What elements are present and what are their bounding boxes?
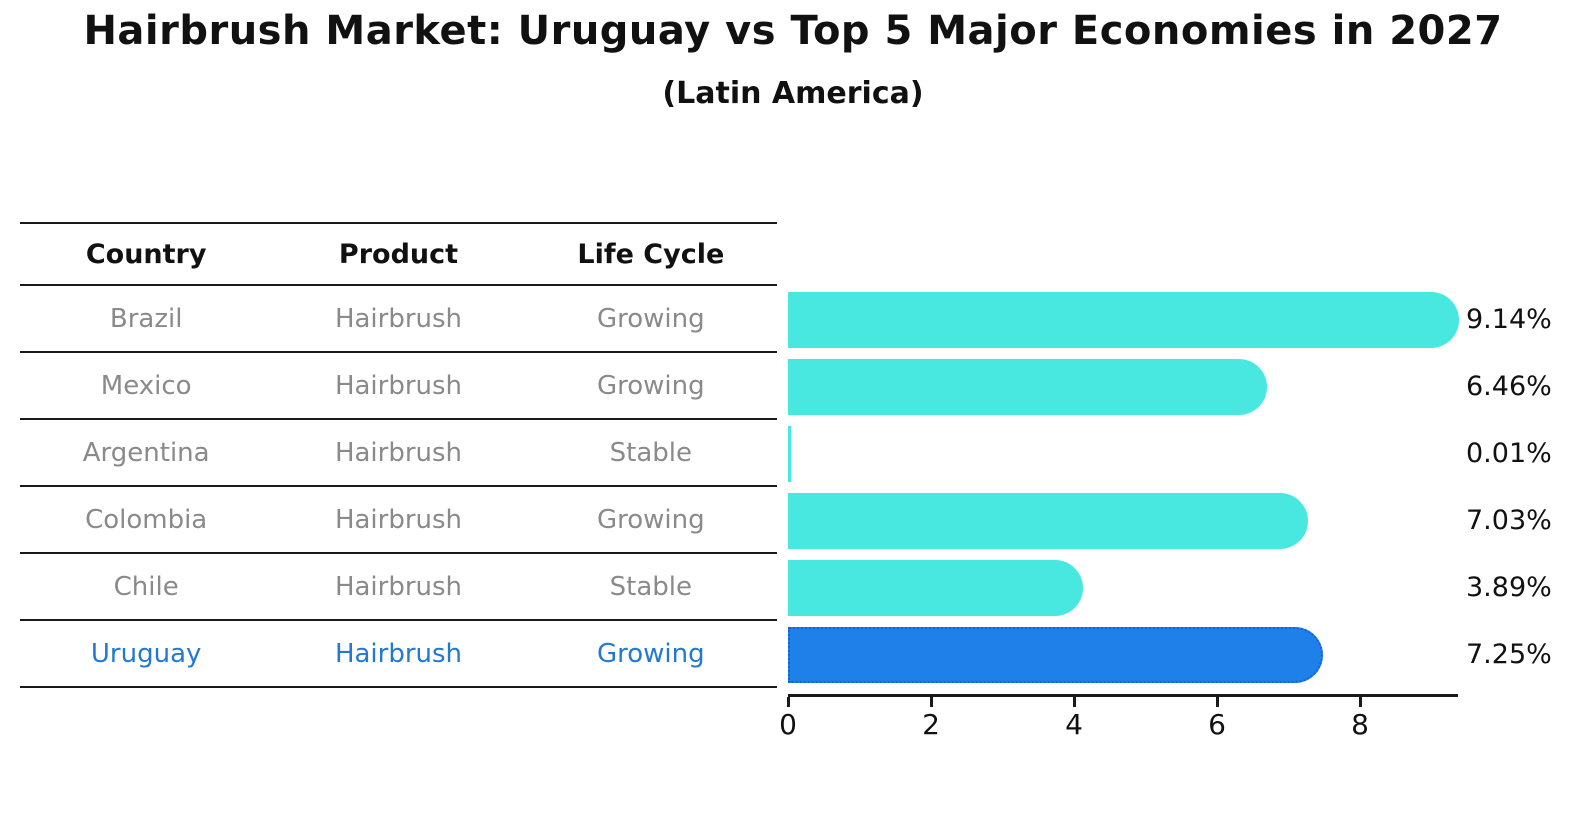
bar-value-label: 6.46% xyxy=(1466,371,1552,402)
cell-product: Hairbrush xyxy=(334,437,463,468)
table-header-row: Country Product Life Cycle xyxy=(20,222,777,286)
bar-value-label: 3.89% xyxy=(1466,572,1552,603)
cell-life-cycle: Growing xyxy=(596,638,705,669)
table-body: Brazil Hairbrush Growing Mexico Hairbrush Gro… xyxy=(20,286,777,688)
cell-product: Hairbrush xyxy=(334,303,463,334)
cell-life-cycle: Growing xyxy=(596,504,705,535)
x-axis-line xyxy=(788,694,1458,697)
bar-argentina xyxy=(788,425,791,482)
cell-product: Hairbrush xyxy=(334,571,463,602)
cell-country: Uruguay xyxy=(90,638,202,669)
x-axis-tick-label: 4 xyxy=(1065,708,1083,741)
x-axis-tick-label: 2 xyxy=(922,708,940,741)
cell-country: Argentina xyxy=(82,437,210,468)
bar-uruguay xyxy=(788,626,1323,683)
x-axis-tick xyxy=(787,697,790,707)
column-header-country: Country xyxy=(85,238,207,270)
table-row-mexico: Mexico Hairbrush Growing xyxy=(20,353,777,420)
x-axis-tick-label: 0 xyxy=(779,708,797,741)
column-header-life-cycle: Life Cycle xyxy=(577,238,725,270)
cell-life-cycle: Growing xyxy=(596,303,705,334)
x-axis-tick xyxy=(1216,697,1219,707)
bar-chile xyxy=(788,559,1083,616)
cell-life-cycle: Growing xyxy=(596,370,705,401)
cell-life-cycle: Stable xyxy=(609,571,692,602)
bar-mexico xyxy=(788,358,1267,415)
cell-country: Brazil xyxy=(109,303,183,334)
x-axis-tick xyxy=(930,697,933,707)
bar-value-label: 0.01% xyxy=(1466,438,1552,469)
bar-value-label: 7.03% xyxy=(1466,505,1552,536)
table-row-uruguay: Uruguay Hairbrush Growing xyxy=(20,621,777,688)
cell-product: Hairbrush xyxy=(334,370,463,401)
x-axis-tick-label: 6 xyxy=(1208,708,1226,741)
bar-brazil xyxy=(788,291,1459,348)
cell-country: Chile xyxy=(113,571,179,602)
cell-country: Mexico xyxy=(100,370,192,401)
chart-subtitle: (Latin America) xyxy=(662,76,924,111)
cell-country: Colombia xyxy=(85,504,208,535)
x-axis-tick xyxy=(1073,697,1076,707)
column-header-product: Product xyxy=(338,238,459,270)
table-row-brazil: Brazil Hairbrush Growing xyxy=(20,286,777,353)
chart-title: Hairbrush Market: Uruguay vs Top 5 Major… xyxy=(83,8,1503,54)
x-axis-tick xyxy=(1359,697,1362,707)
table-row-colombia: Colombia Hairbrush Growing xyxy=(20,487,777,554)
table-row-argentina: Argentina Hairbrush Stable xyxy=(20,420,777,487)
table-row-chile: Chile Hairbrush Stable xyxy=(20,554,777,621)
bar-value-label: 7.25% xyxy=(1466,639,1552,670)
cell-product: Hairbrush xyxy=(334,504,463,535)
bar-colombia xyxy=(788,492,1308,549)
bar-value-label: 9.14% xyxy=(1466,304,1552,335)
x-axis-tick-label: 8 xyxy=(1351,708,1369,741)
cell-product: Hairbrush xyxy=(334,638,463,669)
country-table: Country Product Life Cycle Brazil Hairbru… xyxy=(20,222,777,688)
cell-life-cycle: Stable xyxy=(609,437,692,468)
